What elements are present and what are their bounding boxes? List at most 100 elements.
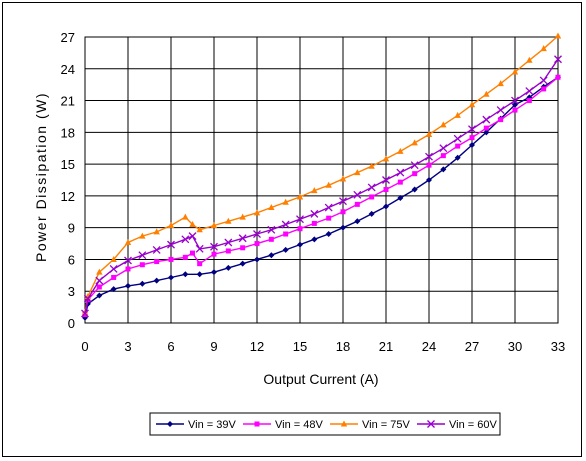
data-point xyxy=(153,277,160,284)
data-point xyxy=(454,111,461,118)
data-point xyxy=(297,241,303,248)
data-point xyxy=(383,203,389,210)
x-tick-label: 3 xyxy=(124,339,131,354)
data-point xyxy=(182,254,188,260)
data-point xyxy=(211,269,217,276)
plot-border xyxy=(84,36,559,324)
data-point xyxy=(283,231,289,237)
x-tick-label: 27 xyxy=(465,339,479,354)
legend-label: Vin = 75V xyxy=(362,419,410,431)
y-tick-label: 15 xyxy=(61,157,75,172)
data-point xyxy=(311,187,318,194)
data-point xyxy=(369,194,375,200)
data-point xyxy=(426,177,432,183)
legend-swatch-marker xyxy=(427,420,435,428)
data-point xyxy=(340,224,346,231)
data-point xyxy=(540,45,547,52)
data-point xyxy=(483,129,490,136)
y-tick-label: 24 xyxy=(61,62,75,77)
data-point xyxy=(311,220,317,226)
data-point xyxy=(253,209,261,216)
data-point xyxy=(440,153,446,159)
data-point xyxy=(139,262,145,268)
data-point xyxy=(425,152,433,161)
x-axis-title: Output Current (A) xyxy=(263,371,378,387)
data-point xyxy=(138,251,147,260)
data-point xyxy=(124,256,132,265)
data-point xyxy=(526,56,533,63)
data-point xyxy=(167,240,175,249)
y-tick-labels: 0 3 6 9 12 15 18 21 24 27 xyxy=(61,30,75,331)
data-point xyxy=(368,162,375,169)
data-point xyxy=(268,252,275,259)
data-point xyxy=(253,230,261,238)
data-point xyxy=(412,171,418,177)
data-point xyxy=(190,250,195,256)
data-point xyxy=(497,80,504,87)
data-point xyxy=(325,231,332,238)
data-point xyxy=(367,183,376,192)
data-point xyxy=(511,96,519,105)
legend-box xyxy=(149,412,501,436)
x-tick-label: 18 xyxy=(336,339,350,354)
legend-item: Vin = 39V xyxy=(156,419,236,431)
data-point xyxy=(339,175,347,182)
data-point xyxy=(496,106,505,115)
data-point xyxy=(96,292,103,299)
legend-item: Vin = 60V xyxy=(417,419,497,431)
y-tick-label: 6 xyxy=(68,252,75,267)
data-point xyxy=(240,245,246,251)
x-tick-label: 33 xyxy=(551,339,565,354)
data-point xyxy=(468,101,476,108)
data-point xyxy=(396,168,405,177)
data-point xyxy=(339,197,347,206)
data-point xyxy=(411,139,418,146)
data-point xyxy=(483,125,489,131)
y-tick-label: 9 xyxy=(68,221,75,236)
data-point xyxy=(197,261,203,267)
data-point xyxy=(110,286,117,293)
data-point xyxy=(310,209,319,218)
data-point xyxy=(282,198,289,205)
data-point xyxy=(455,143,461,149)
y-tick-label: 12 xyxy=(61,189,75,204)
data-point xyxy=(225,248,231,254)
series-layer xyxy=(81,32,562,321)
data-point xyxy=(426,162,432,168)
data-point xyxy=(512,101,518,108)
data-point xyxy=(439,144,448,153)
data-point xyxy=(541,86,547,92)
legend-label: Vin = 60V xyxy=(449,419,497,431)
data-point xyxy=(182,271,189,278)
series-1 xyxy=(82,74,561,321)
data-point xyxy=(125,266,131,272)
data-point xyxy=(153,228,160,235)
x-tick-label: 12 xyxy=(250,339,264,354)
series-line xyxy=(84,35,559,313)
series-2 xyxy=(82,74,561,318)
data-point xyxy=(152,245,161,254)
data-point xyxy=(181,235,190,244)
data-point xyxy=(297,226,303,232)
x-tick-label: 24 xyxy=(422,339,436,354)
data-point xyxy=(353,190,362,199)
data-point xyxy=(154,259,160,265)
data-point xyxy=(397,195,404,202)
data-point xyxy=(425,130,433,137)
data-point xyxy=(96,284,102,290)
data-point xyxy=(224,238,233,247)
data-point xyxy=(397,147,404,154)
data-point xyxy=(282,246,289,253)
data-point xyxy=(555,74,561,80)
data-point xyxy=(83,294,92,303)
data-point xyxy=(296,215,304,224)
data-point xyxy=(239,213,246,220)
data-point xyxy=(125,282,131,289)
data-point xyxy=(211,251,217,257)
data-point xyxy=(110,255,117,262)
data-point xyxy=(368,210,375,217)
data-point xyxy=(354,218,361,225)
data-point xyxy=(111,274,117,280)
x-tick-label: 9 xyxy=(210,339,217,354)
